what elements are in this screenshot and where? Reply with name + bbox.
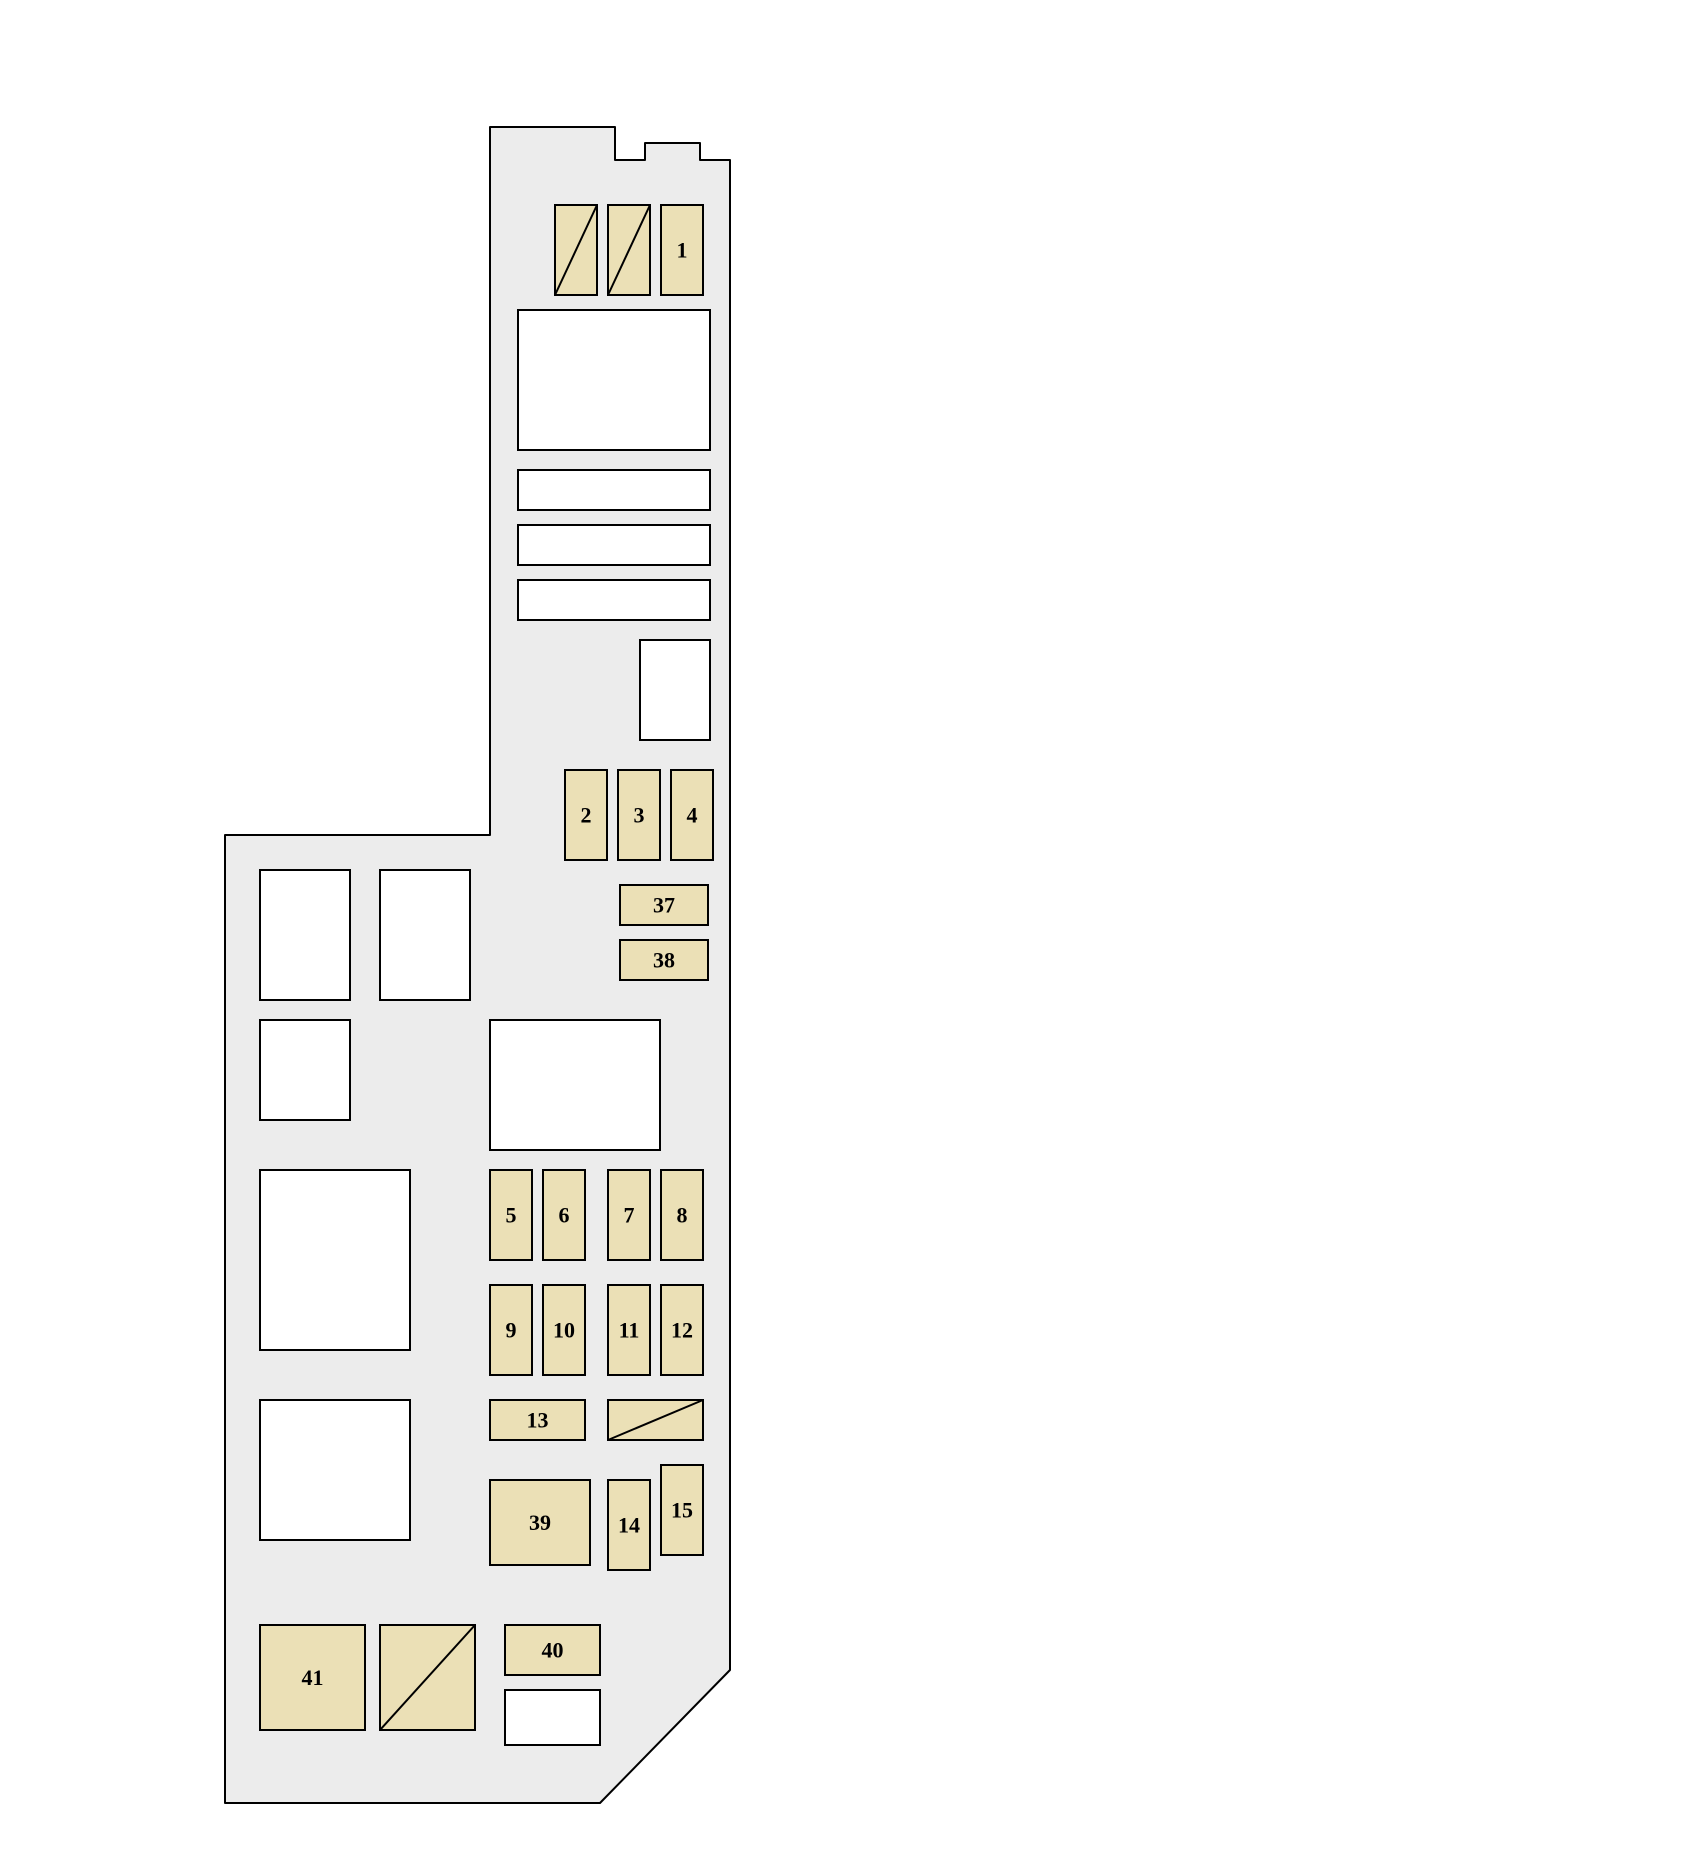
fuse-label: 14 bbox=[618, 1513, 640, 1538]
fuse-label: 9 bbox=[506, 1318, 517, 1343]
fuse-label: 4 bbox=[687, 803, 698, 828]
fuse-label: 12 bbox=[671, 1318, 693, 1343]
fuse-37: 37 bbox=[620, 885, 708, 925]
fuse-label: 3 bbox=[634, 803, 645, 828]
fuse-41: 41 bbox=[260, 1625, 365, 1730]
fuse-40: 40 bbox=[505, 1625, 600, 1675]
fuse-label: 10 bbox=[553, 1318, 575, 1343]
fuse-label: 1 bbox=[677, 238, 688, 263]
fuse-label: 8 bbox=[677, 1203, 688, 1228]
fuse-4: 4 bbox=[671, 770, 713, 860]
fuse-6: 6 bbox=[543, 1170, 585, 1260]
fuse-label: 11 bbox=[619, 1318, 640, 1343]
fuse-label: 5 bbox=[506, 1203, 517, 1228]
fuse-label: 41 bbox=[302, 1665, 324, 1690]
fuse-3: 3 bbox=[618, 770, 660, 860]
empty-slot bbox=[490, 1020, 660, 1150]
blank-fuse bbox=[380, 1625, 475, 1730]
fuse-label: 13 bbox=[527, 1408, 549, 1433]
fuse-2: 2 bbox=[565, 770, 607, 860]
fuse-15: 15 bbox=[661, 1465, 703, 1555]
fuse-7: 7 bbox=[608, 1170, 650, 1260]
fuse-label: 15 bbox=[671, 1498, 693, 1523]
fuse-label: 38 bbox=[653, 948, 675, 973]
empty-slot bbox=[518, 310, 710, 450]
fuse-10: 10 bbox=[543, 1285, 585, 1375]
fuse-label: 7 bbox=[624, 1203, 635, 1228]
empty-slot bbox=[518, 525, 710, 565]
fuse-label: 6 bbox=[559, 1203, 570, 1228]
fuse-13: 13 bbox=[490, 1400, 585, 1440]
empty-slot bbox=[380, 870, 470, 1000]
empty-slot bbox=[518, 580, 710, 620]
empty-slot bbox=[260, 1170, 410, 1350]
fuse-label: 39 bbox=[529, 1510, 551, 1535]
fuse-label: 40 bbox=[542, 1638, 564, 1663]
fuse-11: 11 bbox=[608, 1285, 650, 1375]
fuse-14: 14 bbox=[608, 1480, 650, 1570]
fuse-38: 38 bbox=[620, 940, 708, 980]
fuse-12: 12 bbox=[661, 1285, 703, 1375]
empty-slot bbox=[505, 1690, 600, 1745]
blank-fuse bbox=[608, 1400, 703, 1440]
fuse-label: 37 bbox=[653, 893, 675, 918]
fuse-9: 9 bbox=[490, 1285, 532, 1375]
empty-slot bbox=[260, 1400, 410, 1540]
empty-slot bbox=[640, 640, 710, 740]
fuse-box-diagram: 1234373856789101112131514394041 bbox=[0, 0, 1698, 1852]
fuse-label: 2 bbox=[581, 803, 592, 828]
empty-slot bbox=[518, 470, 710, 510]
empty-slot bbox=[260, 1020, 350, 1120]
blank-fuse bbox=[608, 205, 650, 295]
fuse-39: 39 bbox=[490, 1480, 590, 1565]
empty-slot bbox=[260, 870, 350, 1000]
fuse-1: 1 bbox=[661, 205, 703, 295]
blank-fuse bbox=[555, 205, 597, 295]
fuse-8: 8 bbox=[661, 1170, 703, 1260]
fuse-5: 5 bbox=[490, 1170, 532, 1260]
